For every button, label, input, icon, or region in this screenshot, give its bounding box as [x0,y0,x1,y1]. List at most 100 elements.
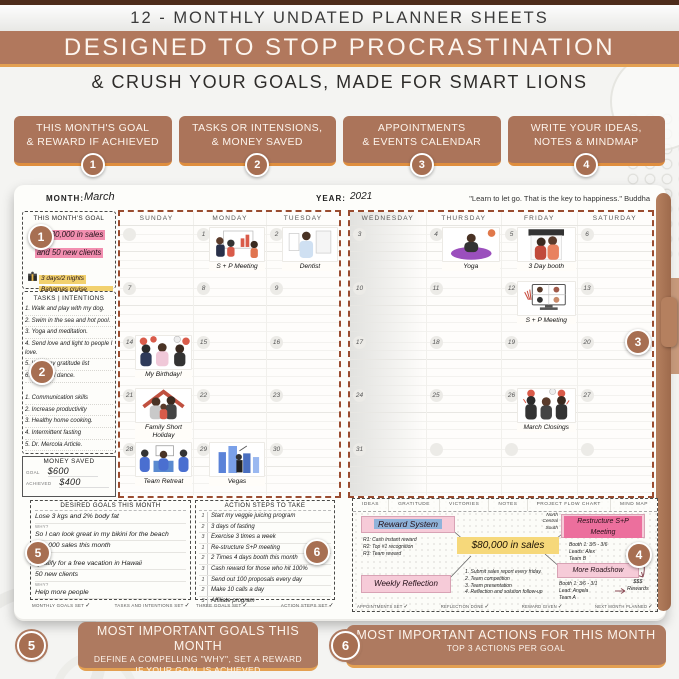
money-achieved-label: ACHIEVED [26,481,52,486]
day-number: 1 [197,228,210,241]
desired-goals-box: DESIRED GOALS THIS MONTH Lose 3 kgs and … [30,500,191,600]
header-subtitle: & CRUSH YOUR GOALS, MADE FOR SMART LIONS [91,72,588,92]
day-number: 14 [123,335,136,349]
goal-why-text: Qualify for a free vacation in Hawaii [35,559,186,570]
feature-line: TASKS OR INTENSIONS, [192,122,323,134]
calendar-day-cell: 12 S + P Meeting [501,279,577,334]
restructure-detail-line: Booth 1: 3/5 - 3/6 [569,542,608,548]
feature-number-badge: 2 [245,153,270,177]
node-label: Reward System [374,519,442,529]
action-step: 1 Send out 100 proposals every day [199,575,331,587]
step-number: 2 [199,522,208,533]
day-number: 24 [353,389,366,403]
day-number: 17 [353,335,366,349]
callout-subtitle: IF YOUR GOAL IS ACHIEVED [135,665,261,675]
calendar-week-row: 21 Family Short Holiday 22 23 [120,387,339,442]
calendar-day-cell: 28 Team Retreat [120,441,193,495]
event-label: My Birthday! [135,370,192,379]
calendar-event: Dentist [282,227,338,271]
check-icon: ✓ [328,603,334,609]
day-number: 2 [270,228,283,241]
step-text: 3 days of fasting [211,523,255,530]
money-goal-value: $600 [47,466,98,477]
checklist-item: APPOINTMENTS SET✓ [357,604,408,610]
region-labels: North Central South [531,513,558,532]
action-step: 3 Exercise 3 times a week [199,533,331,544]
intention-item: 2. Increase productivity [25,405,113,417]
calendar-week-row: 7 8 9 [120,279,339,334]
reward-detail-line: R1: Cash instant reward [363,537,417,543]
region-label: Central [542,519,558,525]
checklist-item: ACTION STEPS SET✓ [281,602,334,609]
feature-line: THIS MONTH'S GOAL [36,122,150,134]
checklist-item: TASKS AND INTENTIONS SET✓ [115,602,190,609]
video-illustration [517,280,576,316]
feature-number-badge: 3 [409,153,434,177]
day-number: 4 [429,228,443,241]
day-header: SUNDAY [139,215,174,222]
planner-sheet: MONTH: March YEAR: 2021 "Learn to let go… [14,185,677,619]
event-label: March Closings [517,424,576,432]
calendar-week-row: 1 S + P Meeting 2 Dentist [120,226,339,280]
retreat-illustration [135,442,192,478]
check-icon: ✓ [484,604,490,610]
day-number: 12 [505,281,518,295]
mindmap-node-reward-system: Reward System [361,516,455,533]
calendar-day-cell: 27 [576,387,653,442]
calendar-day-cell [501,441,577,495]
mindmap-tab: MIND MAP [609,499,657,511]
feature-line: NOTES & MINDMAP [533,136,639,148]
calendar-week-row: 24 25 26 March Closings 27 [350,387,653,442]
calendar-event: S + P Meeting [209,227,265,271]
calendar-day-cell: 5 3 Day booth [501,226,577,280]
checklist-item: MONTHLY GOALS SET✓ [32,602,91,609]
calendar-event: March Closings [517,388,576,432]
check-icon: ✓ [403,604,409,610]
callout-title: MOST IMPORTANT GOALS THIS MONTH [96,624,300,653]
check-icon: ✓ [85,603,91,609]
calendar-day-cell: 23 [266,387,339,442]
callout-subtitle: TOP 3 ACTIONS PER GOAL [446,643,566,653]
day-number [429,443,443,457]
calendar-day-cell: 22 [193,387,266,442]
roadshow-detail-line: Team A [559,594,576,601]
step-text: Cash reward for those who hit 100% [211,565,308,572]
step-text: Start my veggie juicing program [211,513,296,519]
day-number: 20 [580,335,594,349]
money-saved-title: MONEY SAVED [43,458,95,465]
goal-highlight: Hit $80,000 in sales and 50 new clients [25,224,113,260]
calendar-day-cell [576,441,653,495]
day-number: 30 [270,443,283,457]
feature-box-appointments: APPOINTMENTS & EVENTS CALENDAR 3 [343,116,501,177]
goals-footer: MONTHLY GOALS SET✓ TASKS AND INTENTIONS … [32,602,190,609]
check-icon: ✓ [648,604,653,610]
day-number: 9 [270,281,283,295]
check-icon: ✓ [242,603,248,609]
day-number: 5 [505,228,518,241]
mindmap-footer-checklist: APPOINTMENTS SET✓ REFLECTION DONE✓ REWARD … [357,604,653,610]
mindmap-node-restructure-meeting: Restructure S+P Meeting [561,514,645,538]
checklist-label: THREE GOALS SET [196,603,242,608]
day-number: 15 [197,335,210,349]
yoga-illustration [441,227,500,262]
action-step: 2 Make 10 calls a day [199,586,331,597]
calendar-event: Family Short Holiday [135,388,192,440]
reflection-line: 1. Submit sales report every friday. [465,569,542,575]
calendar-day-cell: 29 Vegas [193,441,266,495]
intention-item: 3. Healthy home cooking. [25,416,113,428]
intention-item: 4. Intermittent fasting [25,428,113,440]
task-item: 1. Walk and play with my dog. [25,304,113,316]
calendar-week-row: 10 11 12 S + P Meeting 13 [350,279,652,334]
checklist-item: NEXT MONTH PLANNED✓ [595,604,653,610]
event-label: Family Short Holiday [135,424,192,440]
calendar-event: Team Retreat [135,442,192,486]
calendar-event: S + P Meeting [517,280,576,325]
feature-line: & EVENTS CALENDAR [362,136,482,148]
action-steps-rows: 1 Start my veggie juicing program 2 3 days … [199,512,331,608]
reflection-line: 3. Team presentation [465,582,512,589]
money-goal-row: GOAL $600 [26,466,112,477]
task-item: 2. Swim in the sea and hot pool. [25,316,113,328]
goal-text-line: Hit $80,000 in sales [32,230,106,240]
